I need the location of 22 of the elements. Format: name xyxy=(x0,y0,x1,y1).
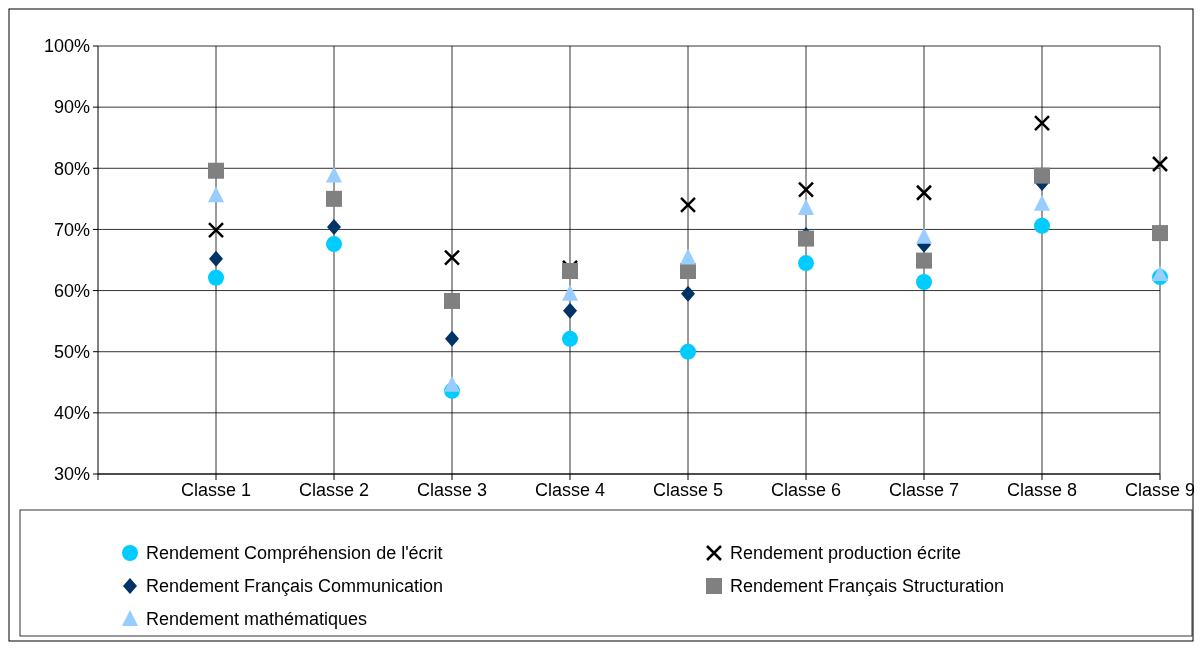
x-tick-label: Classe 8 xyxy=(1006,480,1078,500)
x-tick-label: Classe 5 xyxy=(652,480,724,500)
legend-label: Rendement mathématiques xyxy=(146,609,368,630)
x-tick-label: Classe 4 xyxy=(534,480,606,500)
x-tick-label: Classe 1 xyxy=(180,480,252,500)
y-tick-label: 90% xyxy=(53,97,90,118)
y-tick-label: 40% xyxy=(53,403,90,424)
x-tick-label: Classe 6 xyxy=(770,480,842,500)
x-tick-label: Classe 3 xyxy=(416,480,488,500)
legend-label: Rendement Français Communication xyxy=(146,576,444,597)
x-tick-label: Classe 2 xyxy=(298,480,370,500)
legend-label: Rendement Français Structuration xyxy=(730,576,1005,597)
y-tick-label: 70% xyxy=(53,219,90,240)
legend-label: Rendement production écrite xyxy=(730,543,962,564)
legend-label: Rendement Compréhension de l'écrit xyxy=(146,543,443,564)
y-tick-label: 60% xyxy=(53,280,90,301)
y-tick-label: 100% xyxy=(43,36,90,57)
y-tick-label: 30% xyxy=(53,464,90,485)
y-tick-label: 80% xyxy=(53,158,90,179)
x-tick-label: Classe 9 xyxy=(1124,480,1196,500)
y-tick-label: 50% xyxy=(53,342,90,363)
x-tick-label: Classe 7 xyxy=(888,480,960,500)
